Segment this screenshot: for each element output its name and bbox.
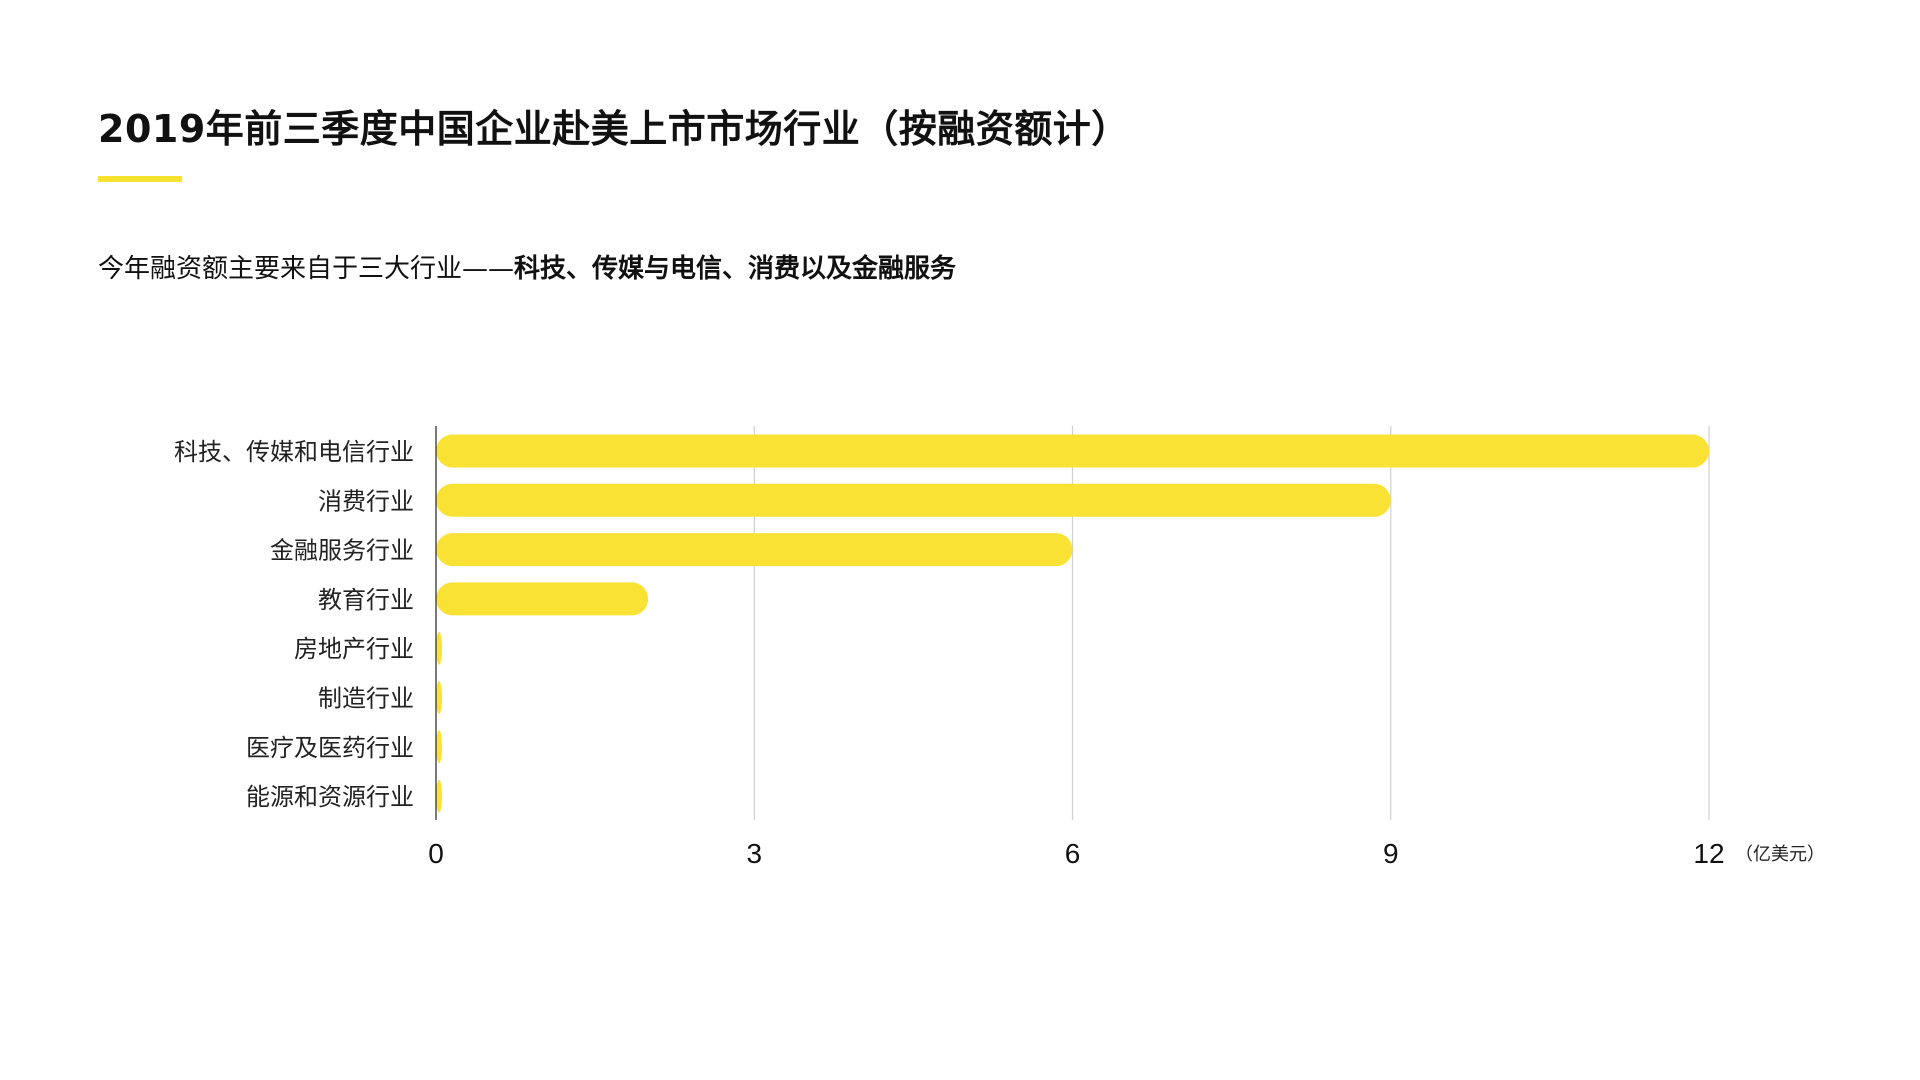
category-label: 医疗及医药行业: [246, 734, 414, 762]
bar: [436, 730, 442, 764]
subtitle-bold-text: 科技、传媒与电信、消费以及金融服务: [514, 254, 957, 284]
bar: [436, 582, 649, 616]
x-tick-label: 9: [1383, 838, 1399, 869]
title-underline: [98, 176, 182, 182]
x-tick-label: 6: [1065, 838, 1081, 869]
bar: [436, 483, 1391, 517]
bar: [436, 533, 1073, 567]
page-title: 2019年前三季度中国企业赴美上市市场行业（按融资额计）: [98, 107, 1130, 151]
category-label: 金融服务行业: [270, 537, 414, 565]
category-label: 教育行业: [318, 586, 414, 614]
bar: [436, 631, 442, 665]
x-unit-label: （亿美元）: [1735, 844, 1825, 865]
x-tick-label: 0: [428, 838, 444, 869]
category-label: 房地产行业: [294, 635, 414, 663]
x-tick-label: 3: [746, 838, 762, 869]
category-label: 制造行业: [318, 685, 414, 713]
category-label: 消费行业: [318, 487, 414, 515]
chart-subtitle: 今年融资额主要来自于三大行业——科技、传媒与电信、消费以及金融服务: [98, 248, 956, 285]
category-label: 能源和资源行业: [246, 783, 414, 811]
category-label: 科技、传媒和电信行业: [174, 438, 414, 466]
bar: [436, 779, 442, 813]
bar: [436, 681, 442, 714]
subtitle-normal-text: 今年融资额主要来自于三大行业——: [98, 254, 515, 284]
bar: [436, 434, 1709, 468]
x-tick-label: 12: [1693, 838, 1724, 869]
